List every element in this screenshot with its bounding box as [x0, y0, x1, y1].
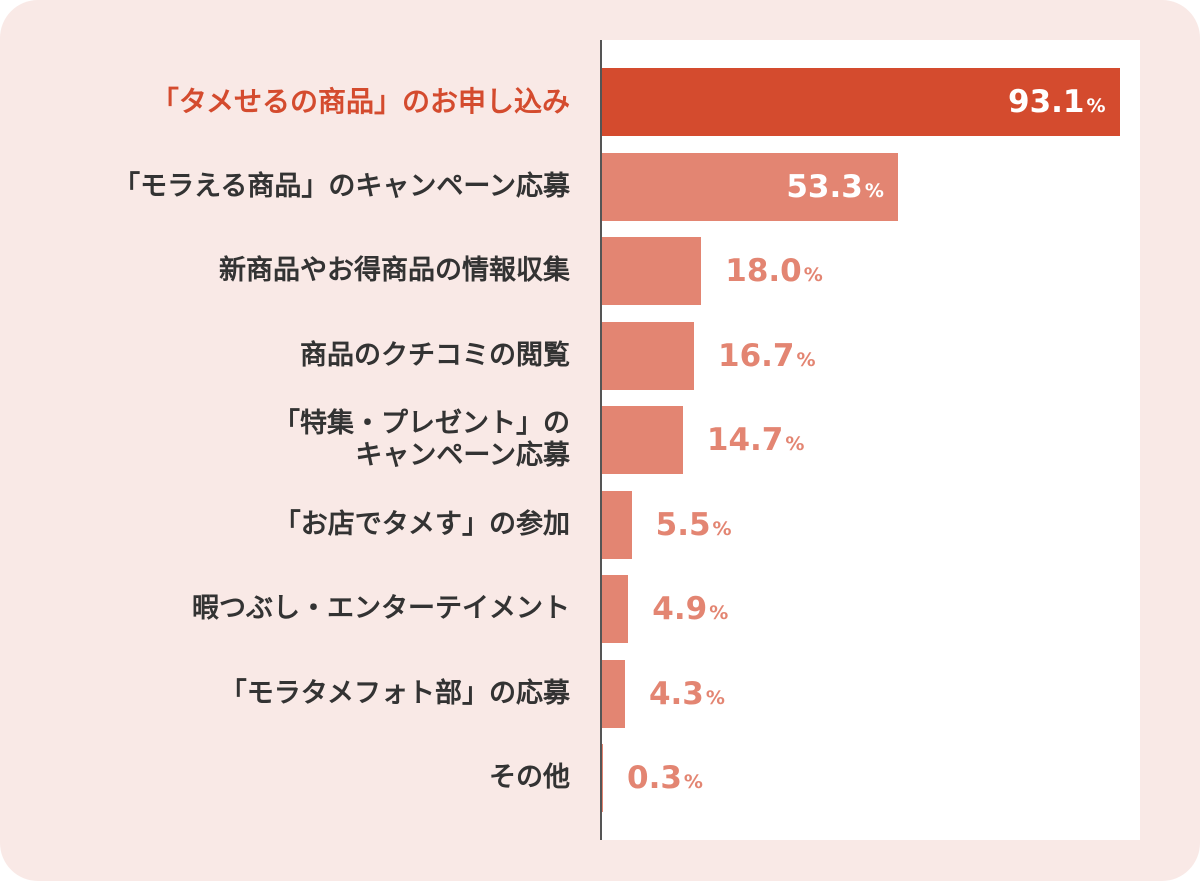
value-label-9: 0.3%: [627, 758, 703, 802]
category-label-8: 「モラタメフォト部」の応募: [219, 677, 570, 709]
category-label-9: その他: [489, 762, 570, 793]
bar-1: [601, 68, 1120, 136]
bar-6: [601, 490, 632, 559]
value-label-8: 4.3%: [649, 674, 725, 718]
percent-sign: %: [712, 517, 732, 540]
value-label-5: 14.7%: [707, 420, 805, 464]
value-number: 18.0: [725, 253, 802, 289]
y-axis-line: [600, 40, 602, 840]
percent-sign: %: [785, 433, 805, 455]
value-label-7: 4.9%: [652, 589, 728, 633]
bar-5: [601, 406, 683, 474]
value-label-1: 93.1%: [1008, 82, 1106, 126]
percent-sign: %: [803, 264, 823, 286]
value-label-4: 16.7%: [718, 336, 816, 380]
category-label-6: 「お店でタメす」の参加: [273, 508, 570, 540]
bar-8: [601, 659, 625, 728]
value-number: 0.3: [627, 760, 682, 796]
value-number: 16.7: [718, 337, 795, 374]
category-label-4: 商品のクチコミの閲覧: [300, 339, 570, 371]
bar-3: [601, 237, 702, 305]
value-number: 5.5: [655, 506, 711, 543]
value-number: 4.3: [648, 675, 704, 712]
bar-4: [601, 321, 695, 390]
bar-2: [601, 152, 898, 221]
category-label-3: 新商品やお得商品の情報収集: [219, 255, 570, 286]
percent-sign: %: [705, 686, 725, 709]
percent-sign: %: [796, 348, 816, 371]
percent-sign: %: [709, 602, 729, 624]
value-number: 4.9: [652, 591, 708, 627]
value-number: 14.7: [706, 422, 784, 458]
value-label-3: 18.0%: [725, 251, 823, 295]
category-label-7: 暇つぶし・エンターテイメント: [192, 593, 570, 624]
percent-sign: %: [1086, 95, 1106, 117]
bar-9: [601, 744, 603, 812]
value-number: 93.1: [1008, 84, 1085, 120]
percent-sign: %: [683, 771, 703, 793]
percent-sign: %: [864, 179, 884, 202]
category-label-5: 「特集・プレゼント」の キャンペーン応募: [273, 408, 570, 471]
value-label-2: 53.3%: [786, 167, 884, 211]
bar-7: [601, 575, 629, 643]
value-label-6: 5.5%: [656, 505, 732, 549]
category-label-1: 「タメせるの商品」のお申し込み: [150, 85, 570, 118]
category-label-2: 「モラえる商品」のキャンペーン応募: [113, 170, 570, 202]
value-number: 53.3: [786, 168, 863, 205]
